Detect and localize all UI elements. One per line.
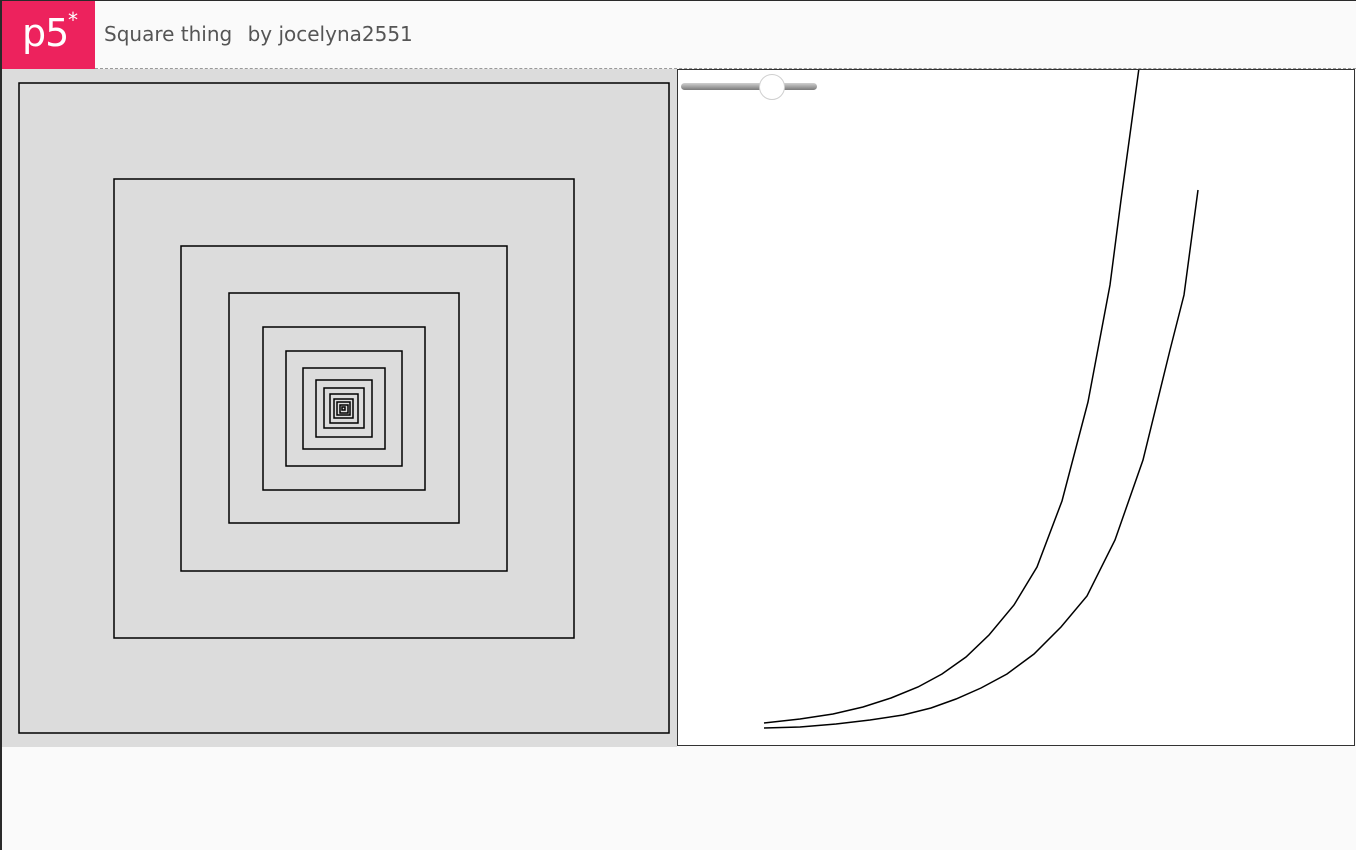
sketch-canvas-squares[interactable] [2,69,677,747]
curve-upper [763,67,1140,724]
parameter-slider[interactable] [681,74,817,100]
sketch-canvas-curves[interactable] [677,67,1355,746]
square-12 [336,401,351,416]
square-3 [180,245,508,572]
square-6 [285,350,403,467]
p5-logo[interactable]: p5 * [2,1,95,69]
sketch-title: Square thing [104,22,233,46]
square-14 [341,406,346,411]
logo-asterisk-icon: * [68,8,78,32]
slider-thumb[interactable] [759,74,785,100]
square-11 [333,398,354,419]
sketch-title-area: Square thing by jocelyna2551 [104,21,422,47]
square-4 [228,292,460,524]
curve-lower [763,189,1199,729]
square-5 [262,326,426,491]
header-bar: p5 * Square thing by jocelyna2551 [0,0,1356,69]
slider-track[interactable] [681,83,817,90]
square-7 [302,367,386,450]
curves-drawing [763,67,1199,729]
header-divider [95,68,1356,69]
logo-text: p5 [22,11,69,55]
square-10 [329,393,359,424]
sketch-author[interactable]: by jocelyna2551 [247,22,413,46]
square-2 [113,178,575,639]
square-9 [323,387,365,429]
window-top-border [0,0,1356,1]
square-8 [315,379,373,438]
nested-squares-drawing [18,82,670,734]
square-1 [18,82,670,734]
window-left-border [0,0,2,850]
square-13 [339,404,349,414]
